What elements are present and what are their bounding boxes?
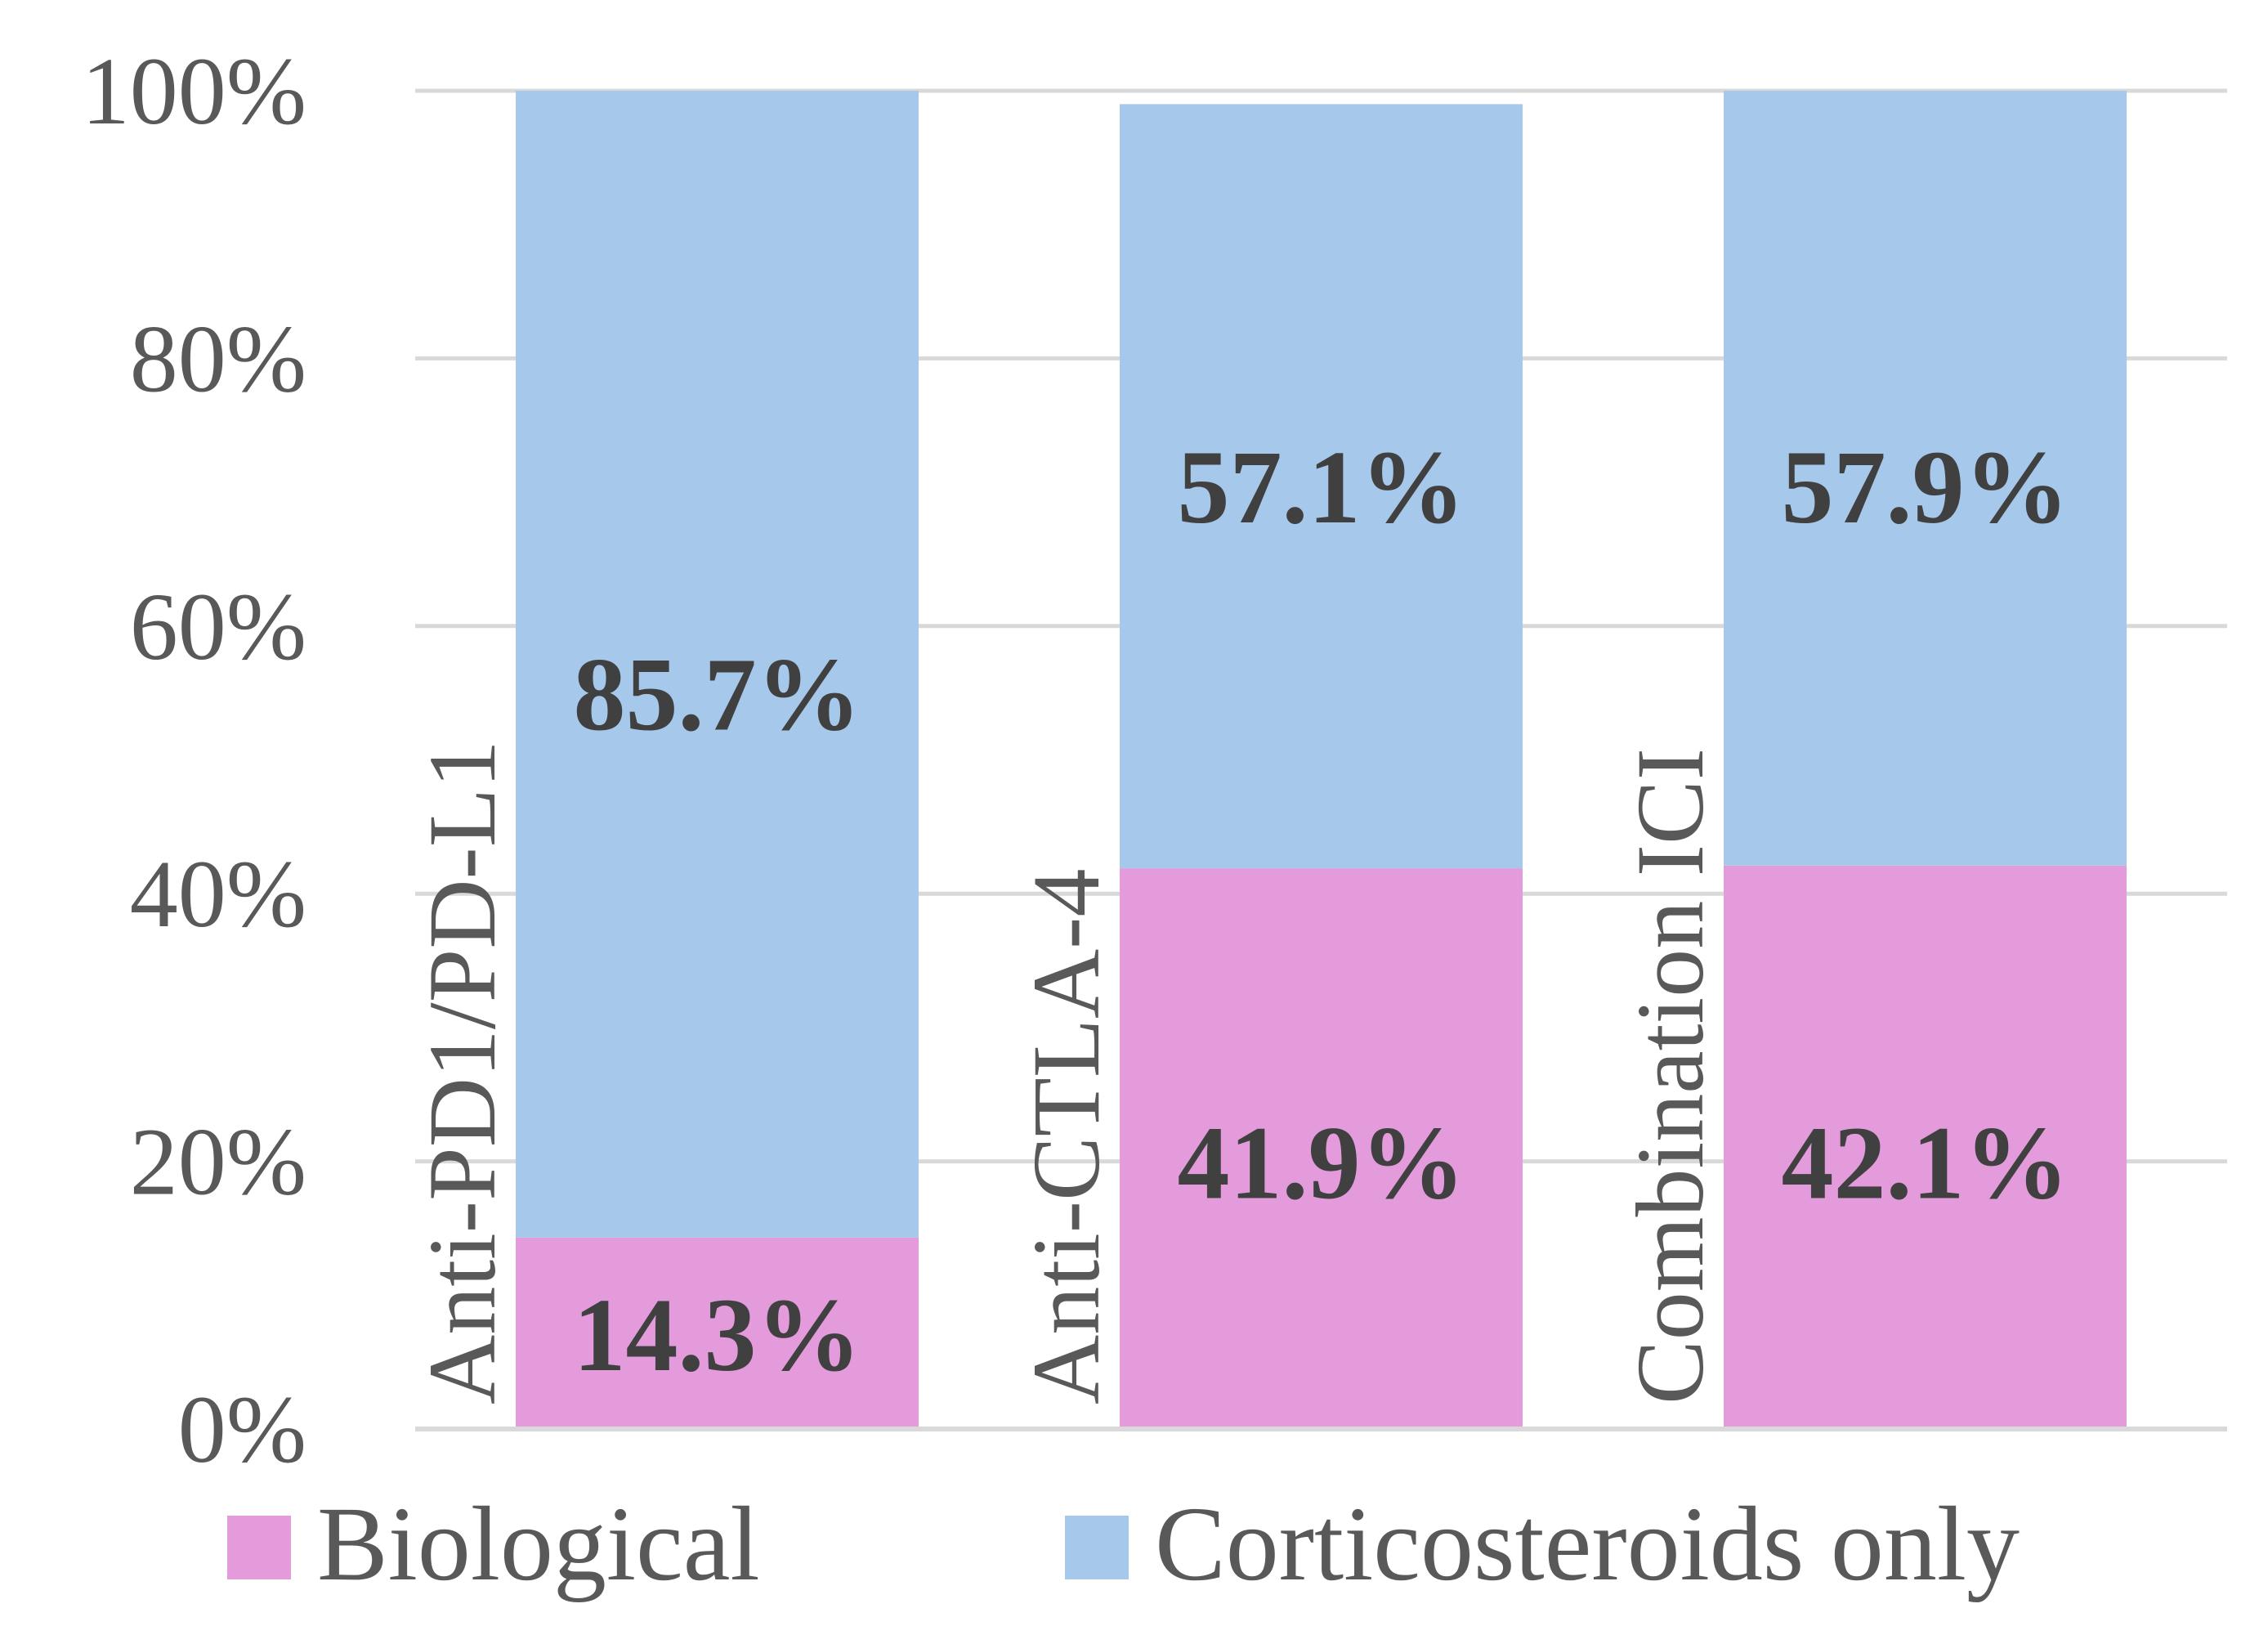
data-label: 14.3% xyxy=(574,1277,861,1393)
category-label: Combination ICI xyxy=(1617,748,1724,1404)
y-tick-label: 20% xyxy=(130,1109,306,1216)
y-axis-tick-labels: 0% 20% 40% 60% 80% 100% xyxy=(82,38,306,1483)
data-label: 85.7% xyxy=(574,637,861,753)
bars xyxy=(516,91,2127,1429)
y-tick-label: 0% xyxy=(178,1376,306,1483)
bar-corticosteroids-only-3 xyxy=(1724,91,2127,866)
y-tick-label: 100% xyxy=(82,38,306,145)
y-tick-label: 60% xyxy=(130,573,306,680)
category-labels: Anti-PD1/PD-L1 Anti-CTLA-4 Combination ICI xyxy=(409,740,1724,1404)
legend-label: Corticosteroids only xyxy=(1155,1485,2020,1603)
category-label: Anti-CTLA-4 xyxy=(1013,869,1120,1404)
data-label: 57.1% xyxy=(1178,429,1465,545)
legend-label: Biological xyxy=(317,1485,760,1603)
legend: Biological Corticosteroids only xyxy=(227,1485,2020,1603)
category-label: Anti-PD1/PD-L1 xyxy=(409,740,516,1404)
y-tick-label: 80% xyxy=(130,305,306,412)
y-tick-label: 40% xyxy=(130,840,306,947)
legend-swatch xyxy=(227,1516,291,1579)
bar-corticosteroids-only-2 xyxy=(1120,104,1523,869)
data-label: 41.9% xyxy=(1178,1105,1465,1221)
data-labels: 14.3% 85.7% 41.9% 57.1% 42.1% 57.9% xyxy=(574,429,2069,1393)
data-label: 57.9% xyxy=(1782,429,2069,545)
bar-corticosteroids-only-1 xyxy=(516,91,919,1238)
bar-biological-2 xyxy=(1120,868,1523,1429)
bar-biological-3 xyxy=(1724,865,2127,1429)
bar-biological-1 xyxy=(516,1237,919,1429)
data-label: 42.1% xyxy=(1782,1105,2069,1221)
legend-swatch xyxy=(1065,1516,1129,1579)
